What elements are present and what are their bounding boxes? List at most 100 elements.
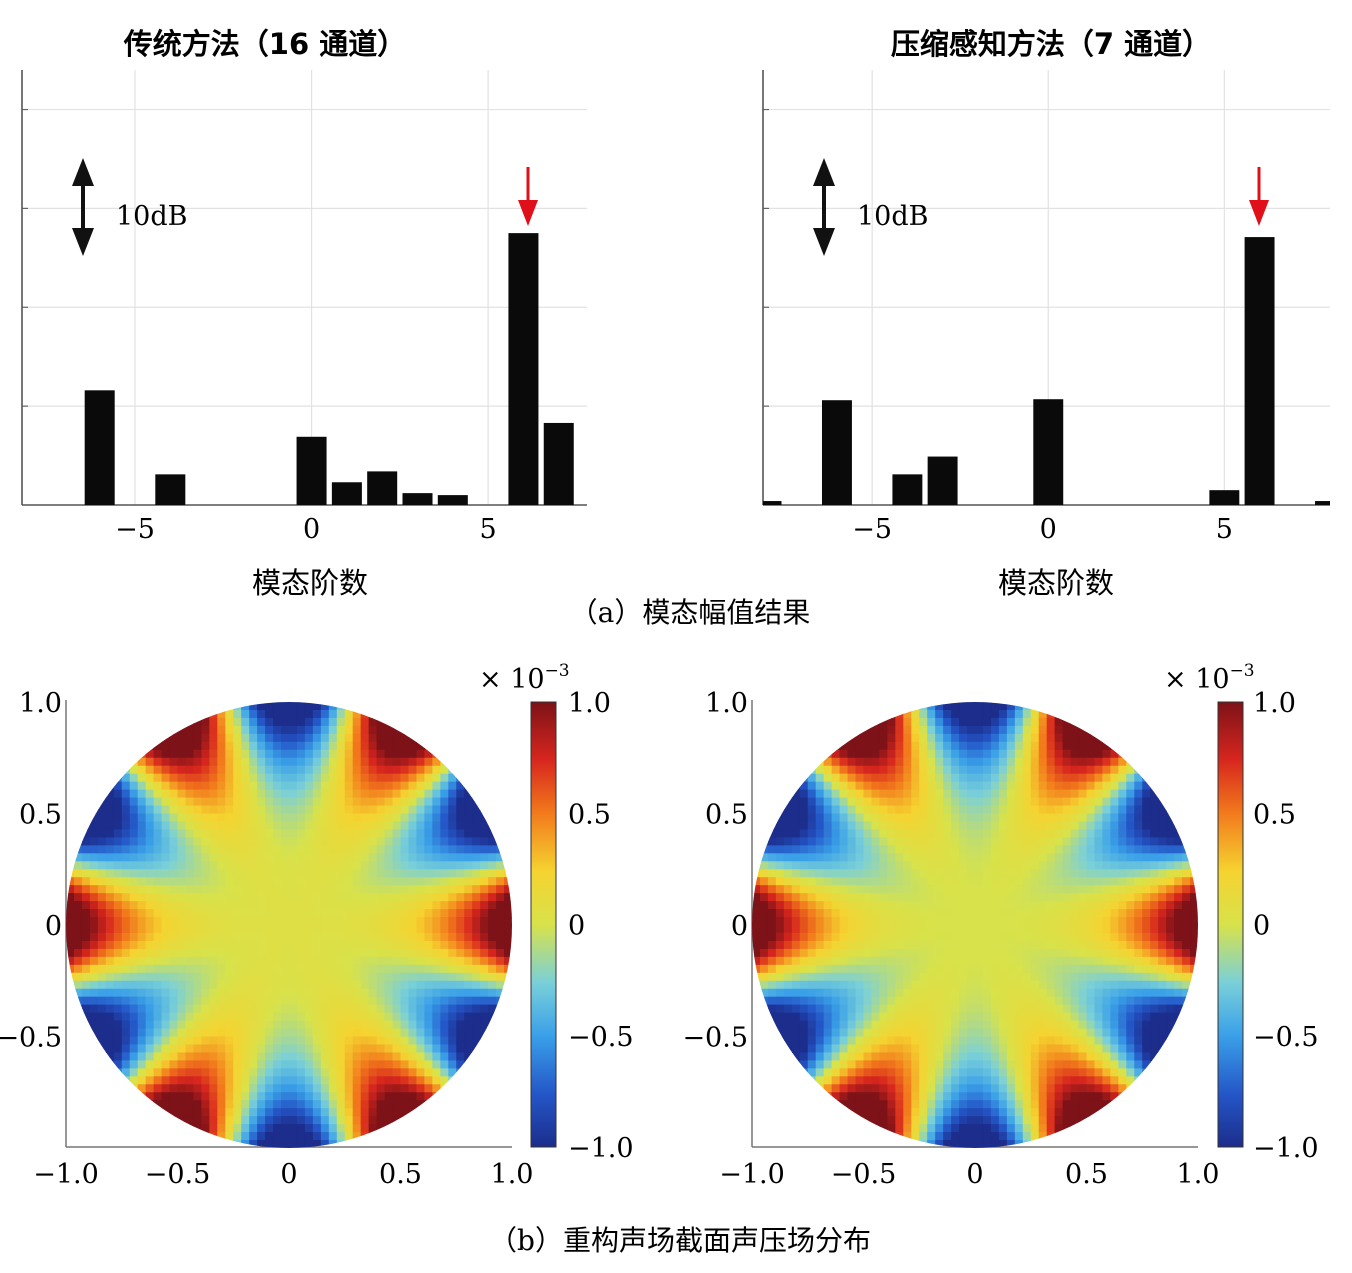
field-cell	[951, 909, 960, 918]
field-cell	[73, 932, 83, 942]
field-cell	[177, 717, 187, 727]
field-cell	[823, 789, 833, 799]
field-cell	[759, 885, 769, 894]
field-cell	[998, 773, 1008, 783]
field-cell	[137, 829, 147, 838]
field-cell	[990, 988, 1000, 998]
field-cell	[432, 813, 441, 823]
field-cell	[344, 877, 354, 886]
field-cell	[209, 893, 218, 902]
field-cell	[177, 757, 187, 767]
field-cell	[911, 956, 920, 966]
field-cell	[903, 1012, 912, 1022]
field-cell	[967, 1004, 976, 1014]
field-cell	[807, 861, 817, 870]
field-cell	[927, 948, 936, 958]
field-cell	[440, 917, 449, 926]
field-cell	[982, 1076, 992, 1085]
field-cell	[97, 877, 107, 886]
field-cell	[1046, 885, 1056, 894]
field-cell	[73, 980, 83, 990]
field-cell	[169, 1084, 179, 1093]
field-cell	[919, 948, 928, 958]
field-cell	[89, 917, 99, 926]
field-cell	[296, 1020, 306, 1030]
field-cell	[895, 702, 904, 711]
field-cell	[352, 917, 362, 926]
field-cell	[89, 1020, 99, 1030]
field-cell	[281, 853, 290, 862]
field-cell	[472, 789, 481, 799]
field-cell	[1102, 869, 1111, 878]
field-cell	[1030, 725, 1040, 735]
field-cell	[1006, 821, 1016, 831]
field-cell	[1038, 741, 1048, 751]
field-cell	[815, 749, 825, 759]
field-cell	[249, 1060, 258, 1069]
field-cell	[408, 980, 418, 990]
field-cell	[312, 741, 322, 751]
field-cell	[967, 948, 976, 958]
field-cell	[967, 932, 976, 942]
field-cell	[177, 917, 187, 926]
field-cell	[81, 909, 91, 918]
field-cell	[320, 917, 330, 926]
field-cell	[456, 1004, 465, 1014]
field-cell	[249, 1124, 258, 1133]
field-cell	[855, 885, 865, 894]
field-cell	[97, 948, 107, 958]
field-cell	[121, 948, 131, 958]
field-cell	[408, 956, 418, 966]
x-tick-label: −5	[852, 514, 892, 545]
field-cell	[1070, 1036, 1080, 1046]
field-cell	[943, 917, 952, 926]
field-cell	[448, 845, 457, 854]
field-cell	[1094, 988, 1104, 998]
field-cell	[408, 877, 418, 886]
field-cell	[376, 789, 386, 799]
field-cell	[400, 885, 410, 894]
field-cell	[1054, 940, 1064, 950]
field-cell	[241, 893, 250, 902]
field-cell	[193, 1068, 202, 1077]
field-cell	[217, 972, 226, 982]
field-cell	[320, 749, 330, 759]
field-cell	[352, 845, 362, 854]
field-cell	[767, 956, 777, 966]
field-cell	[392, 1012, 402, 1022]
field-cell	[1094, 789, 1104, 799]
field-cell	[1102, 925, 1111, 934]
field-cell	[304, 869, 314, 878]
field-cell	[1030, 837, 1040, 846]
field-cell	[1062, 829, 1072, 838]
field-cell	[927, 789, 936, 799]
field-cell	[1078, 829, 1088, 838]
field-cell	[1046, 909, 1056, 918]
field-cell	[416, 1068, 425, 1077]
field-cell	[281, 909, 290, 918]
field-cell	[89, 845, 99, 854]
field-cell	[1046, 709, 1056, 719]
field-cell	[169, 1068, 179, 1077]
field-cell	[257, 1068, 266, 1077]
field-cell	[304, 940, 314, 950]
field-cell	[296, 1092, 306, 1101]
field-cell	[161, 829, 171, 838]
field-cell	[752, 988, 761, 998]
field-cell	[233, 1012, 242, 1022]
field-cell	[169, 925, 179, 934]
field-cell	[831, 829, 841, 838]
field-cell	[121, 893, 131, 902]
field-cell	[448, 932, 457, 942]
field-cell	[281, 1036, 290, 1046]
field-cell	[464, 1028, 473, 1038]
field-cell	[1054, 869, 1064, 878]
field-cell	[193, 829, 202, 838]
field-cell	[432, 925, 441, 934]
field-cell	[871, 1076, 881, 1085]
field-cell	[831, 869, 841, 878]
field-cell	[129, 837, 139, 846]
field-cell	[1078, 1108, 1088, 1117]
field-cell	[233, 972, 242, 982]
field-cell	[1078, 789, 1088, 799]
